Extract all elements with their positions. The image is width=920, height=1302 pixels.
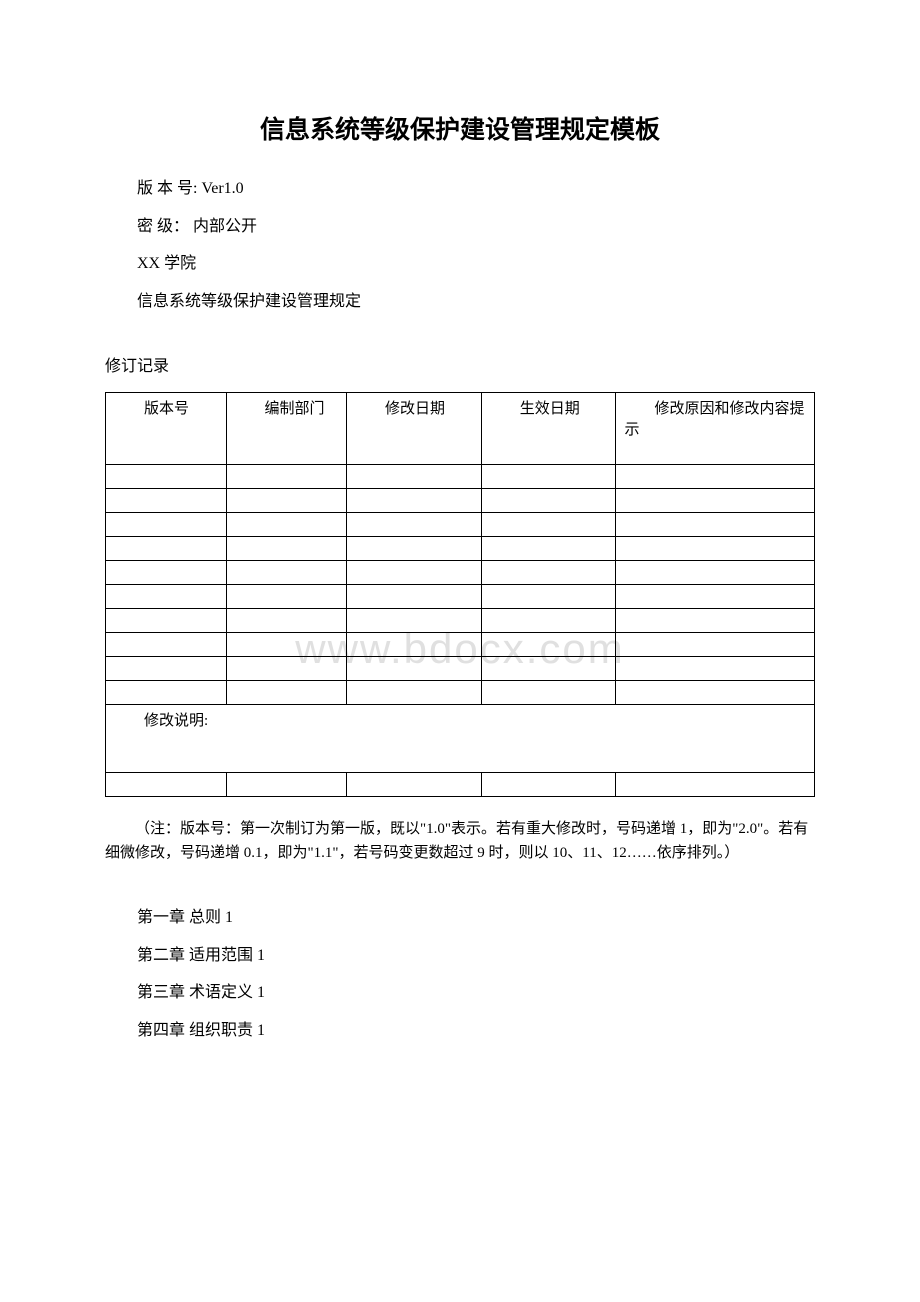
table-cell xyxy=(226,488,347,512)
doc-name-line: 信息系统等级保护建设管理规定 xyxy=(105,289,815,315)
table-cell xyxy=(347,772,482,796)
revision-table: 版本号编制部门修改日期生效日期修改原因和修改内容提示 修改说明: xyxy=(105,392,815,797)
table-cell xyxy=(347,464,482,488)
table-cell xyxy=(481,536,616,560)
version-line: 版 本 号: Ver1.0 xyxy=(105,176,815,202)
table-row xyxy=(106,632,815,656)
table-cell xyxy=(616,560,815,584)
table-cell xyxy=(226,656,347,680)
table-cell xyxy=(481,680,616,704)
table-cell xyxy=(347,584,482,608)
table-row xyxy=(106,656,815,680)
table-row xyxy=(106,560,815,584)
table-note-row: 修改说明: xyxy=(106,704,815,772)
toc-line: 第四章 组织职责 1 xyxy=(105,1018,815,1044)
table-cell xyxy=(226,772,347,796)
table-cell xyxy=(226,584,347,608)
table-cell xyxy=(106,488,227,512)
table-row xyxy=(106,464,815,488)
table-row xyxy=(106,512,815,536)
table-cell xyxy=(106,464,227,488)
institution-line: XX 学院 xyxy=(105,251,815,277)
table-cell xyxy=(616,536,815,560)
table-cell xyxy=(226,608,347,632)
table-cell xyxy=(226,560,347,584)
table-cell xyxy=(481,584,616,608)
table-cell xyxy=(106,536,227,560)
table-cell xyxy=(347,608,482,632)
toc-line: 第三章 术语定义 1 xyxy=(105,980,815,1006)
table-cell xyxy=(481,772,616,796)
table-cell xyxy=(106,656,227,680)
table-header-cell: 修改原因和修改内容提示 xyxy=(616,392,815,464)
table-cell xyxy=(106,512,227,536)
table-cell xyxy=(616,512,815,536)
revision-heading: 修订记录 xyxy=(105,354,815,380)
table-cell xyxy=(616,772,815,796)
table-cell xyxy=(226,464,347,488)
toc-line: 第一章 总则 1 xyxy=(105,905,815,931)
table-cell xyxy=(106,608,227,632)
table-header-cell: 编制部门 xyxy=(226,392,347,464)
table-row xyxy=(106,536,815,560)
table-row xyxy=(106,488,815,512)
table-cell xyxy=(347,512,482,536)
table-cell xyxy=(481,608,616,632)
table-cell xyxy=(347,680,482,704)
table-cell xyxy=(616,680,815,704)
table-cell xyxy=(616,632,815,656)
table-cell xyxy=(347,560,482,584)
toc-line: 第二章 适用范围 1 xyxy=(105,943,815,969)
table-row xyxy=(106,680,815,704)
table-cell xyxy=(226,512,347,536)
table-cell xyxy=(226,680,347,704)
table-header-cell: 生效日期 xyxy=(481,392,616,464)
table-row xyxy=(106,584,815,608)
table-header-cell: 版本号 xyxy=(106,392,227,464)
table-cell xyxy=(106,772,227,796)
table-cell xyxy=(226,632,347,656)
table-header-cell: 修改日期 xyxy=(347,392,482,464)
table-cell xyxy=(616,608,815,632)
table-cell xyxy=(347,488,482,512)
table-cell xyxy=(481,656,616,680)
table-row xyxy=(106,772,815,796)
table-cell xyxy=(106,584,227,608)
table-header-row: 版本号编制部门修改日期生效日期修改原因和修改内容提示 xyxy=(106,392,815,464)
classification-line: 密 级： 内部公开 xyxy=(105,214,815,240)
table-cell xyxy=(481,464,616,488)
table-cell xyxy=(616,464,815,488)
table-cell xyxy=(616,656,815,680)
table-cell xyxy=(106,560,227,584)
table-cell xyxy=(106,680,227,704)
table-cell xyxy=(616,488,815,512)
table-cell xyxy=(106,632,227,656)
table-note-cell: 修改说明: xyxy=(106,704,815,772)
table-cell xyxy=(226,536,347,560)
table-row xyxy=(106,608,815,632)
table-cell xyxy=(347,536,482,560)
revision-note: （注：版本号：第一次制订为第一版，既以"1.0"表示。若有重大修改时，号码递增 … xyxy=(105,817,815,865)
table-cell xyxy=(347,632,482,656)
table-cell xyxy=(481,560,616,584)
table-cell xyxy=(481,632,616,656)
table-cell xyxy=(481,512,616,536)
table-cell xyxy=(616,584,815,608)
table-cell xyxy=(481,488,616,512)
document-title: 信息系统等级保护建设管理规定模板 xyxy=(105,110,815,146)
table-cell xyxy=(347,656,482,680)
